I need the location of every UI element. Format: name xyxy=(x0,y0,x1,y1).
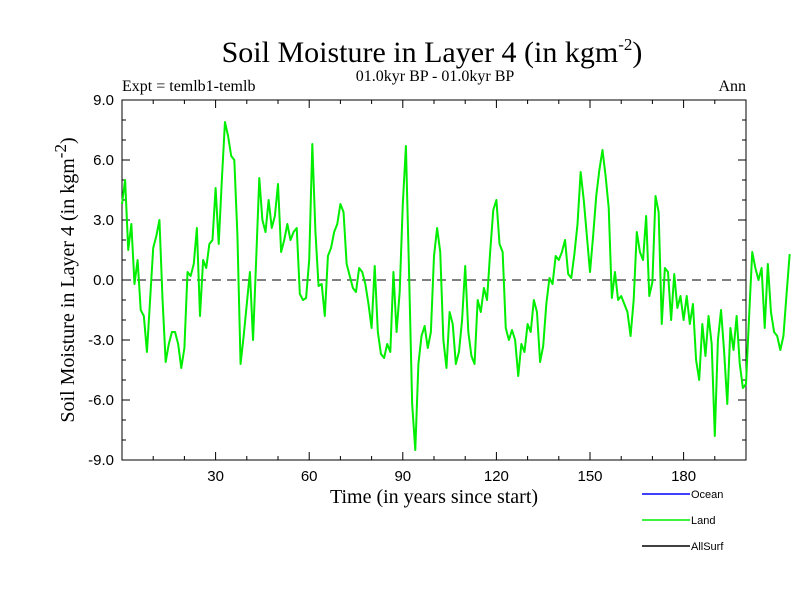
y-axis-ticks: -9.0 -6.0 -3.0 0.0 3.0 6.0 9.0 xyxy=(88,92,746,469)
legend-label: Ocean xyxy=(691,489,723,501)
x-tick-label: 180 xyxy=(671,468,696,485)
y-axis-title: Soil Moisture in Layer 4 (in kgm-2) xyxy=(51,137,79,422)
legend: Ocean Land AllSurf xyxy=(642,489,724,553)
x-axis-title: Time (in years since start) xyxy=(330,486,538,508)
y-axis-title-superscript: -2 xyxy=(51,144,70,158)
y-tick-label: -6.0 xyxy=(88,392,114,409)
y-tick-label: 0.0 xyxy=(93,272,114,289)
subtitle-period: 01.0kyr BP - 01.0kyr BP xyxy=(356,68,515,85)
x-tick-label: 150 xyxy=(577,468,602,485)
y-tick-label: 3.0 xyxy=(93,212,114,229)
x-tick-label: 60 xyxy=(301,468,318,485)
x-tick-label: 90 xyxy=(394,468,411,485)
y-tick-label: -9.0 xyxy=(88,452,114,469)
y-tick-label: 9.0 xyxy=(93,92,114,109)
y-tick-label: -3.0 xyxy=(88,332,114,349)
x-tick-label: 30 xyxy=(207,468,224,485)
x-tick-label: 120 xyxy=(484,468,509,485)
chart-title-superscript: -2 xyxy=(618,35,632,54)
subtitle-experiment: Expt = temlb1-temlb xyxy=(122,78,255,95)
chart-title: Soil Moisture in Layer 4 (in kgm-2) xyxy=(222,35,643,69)
legend-label: Land xyxy=(691,515,715,527)
y-tick-label: 6.0 xyxy=(93,152,114,169)
series-line-land xyxy=(121,121,791,451)
legend-label: AllSurf xyxy=(691,541,724,553)
x-axis-ticks: 30 60 90 120 150 180 xyxy=(152,100,716,485)
subtitle-season: Ann xyxy=(718,78,746,95)
